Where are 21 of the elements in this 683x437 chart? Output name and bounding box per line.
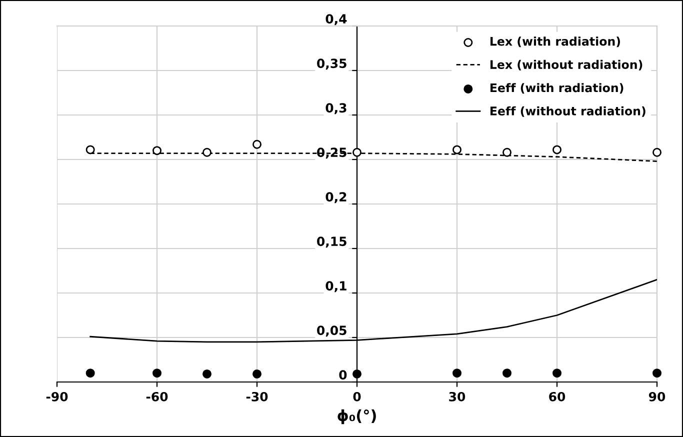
x-tick-label: -30	[246, 392, 268, 402]
y-tick-label: 0,3	[326, 103, 346, 114]
x-tick-label: 30	[449, 392, 466, 402]
legend-label: Eeff (without radiation)	[490, 106, 646, 117]
x-tick-label: 60	[549, 392, 566, 402]
y-tick-label: 0,05	[317, 326, 346, 337]
legend-label: Eeff (with radiation)	[490, 83, 624, 94]
y-tick-label: 0,2	[326, 192, 346, 204]
x-tick-label: -60	[146, 392, 168, 402]
y-tick-label: 0,4	[326, 14, 347, 26]
x-tick-label: -90	[46, 392, 68, 402]
y-tick-label: 0	[339, 370, 347, 380]
x-tick-label: 90	[648, 392, 666, 402]
legend-label: Lex (without radiation)	[490, 60, 642, 70]
x-tick-label: 0	[353, 392, 361, 402]
x-axis-title: ϕ₀(°)	[338, 409, 376, 424]
y-tick-label: 0,15	[317, 236, 346, 248]
y-tick-label: 0,25	[317, 148, 346, 159]
legend-label: Lex (with radiation)	[490, 36, 620, 48]
y-tick-label: 0,35	[317, 58, 346, 70]
y-tick-label: 0,1	[326, 281, 346, 292]
